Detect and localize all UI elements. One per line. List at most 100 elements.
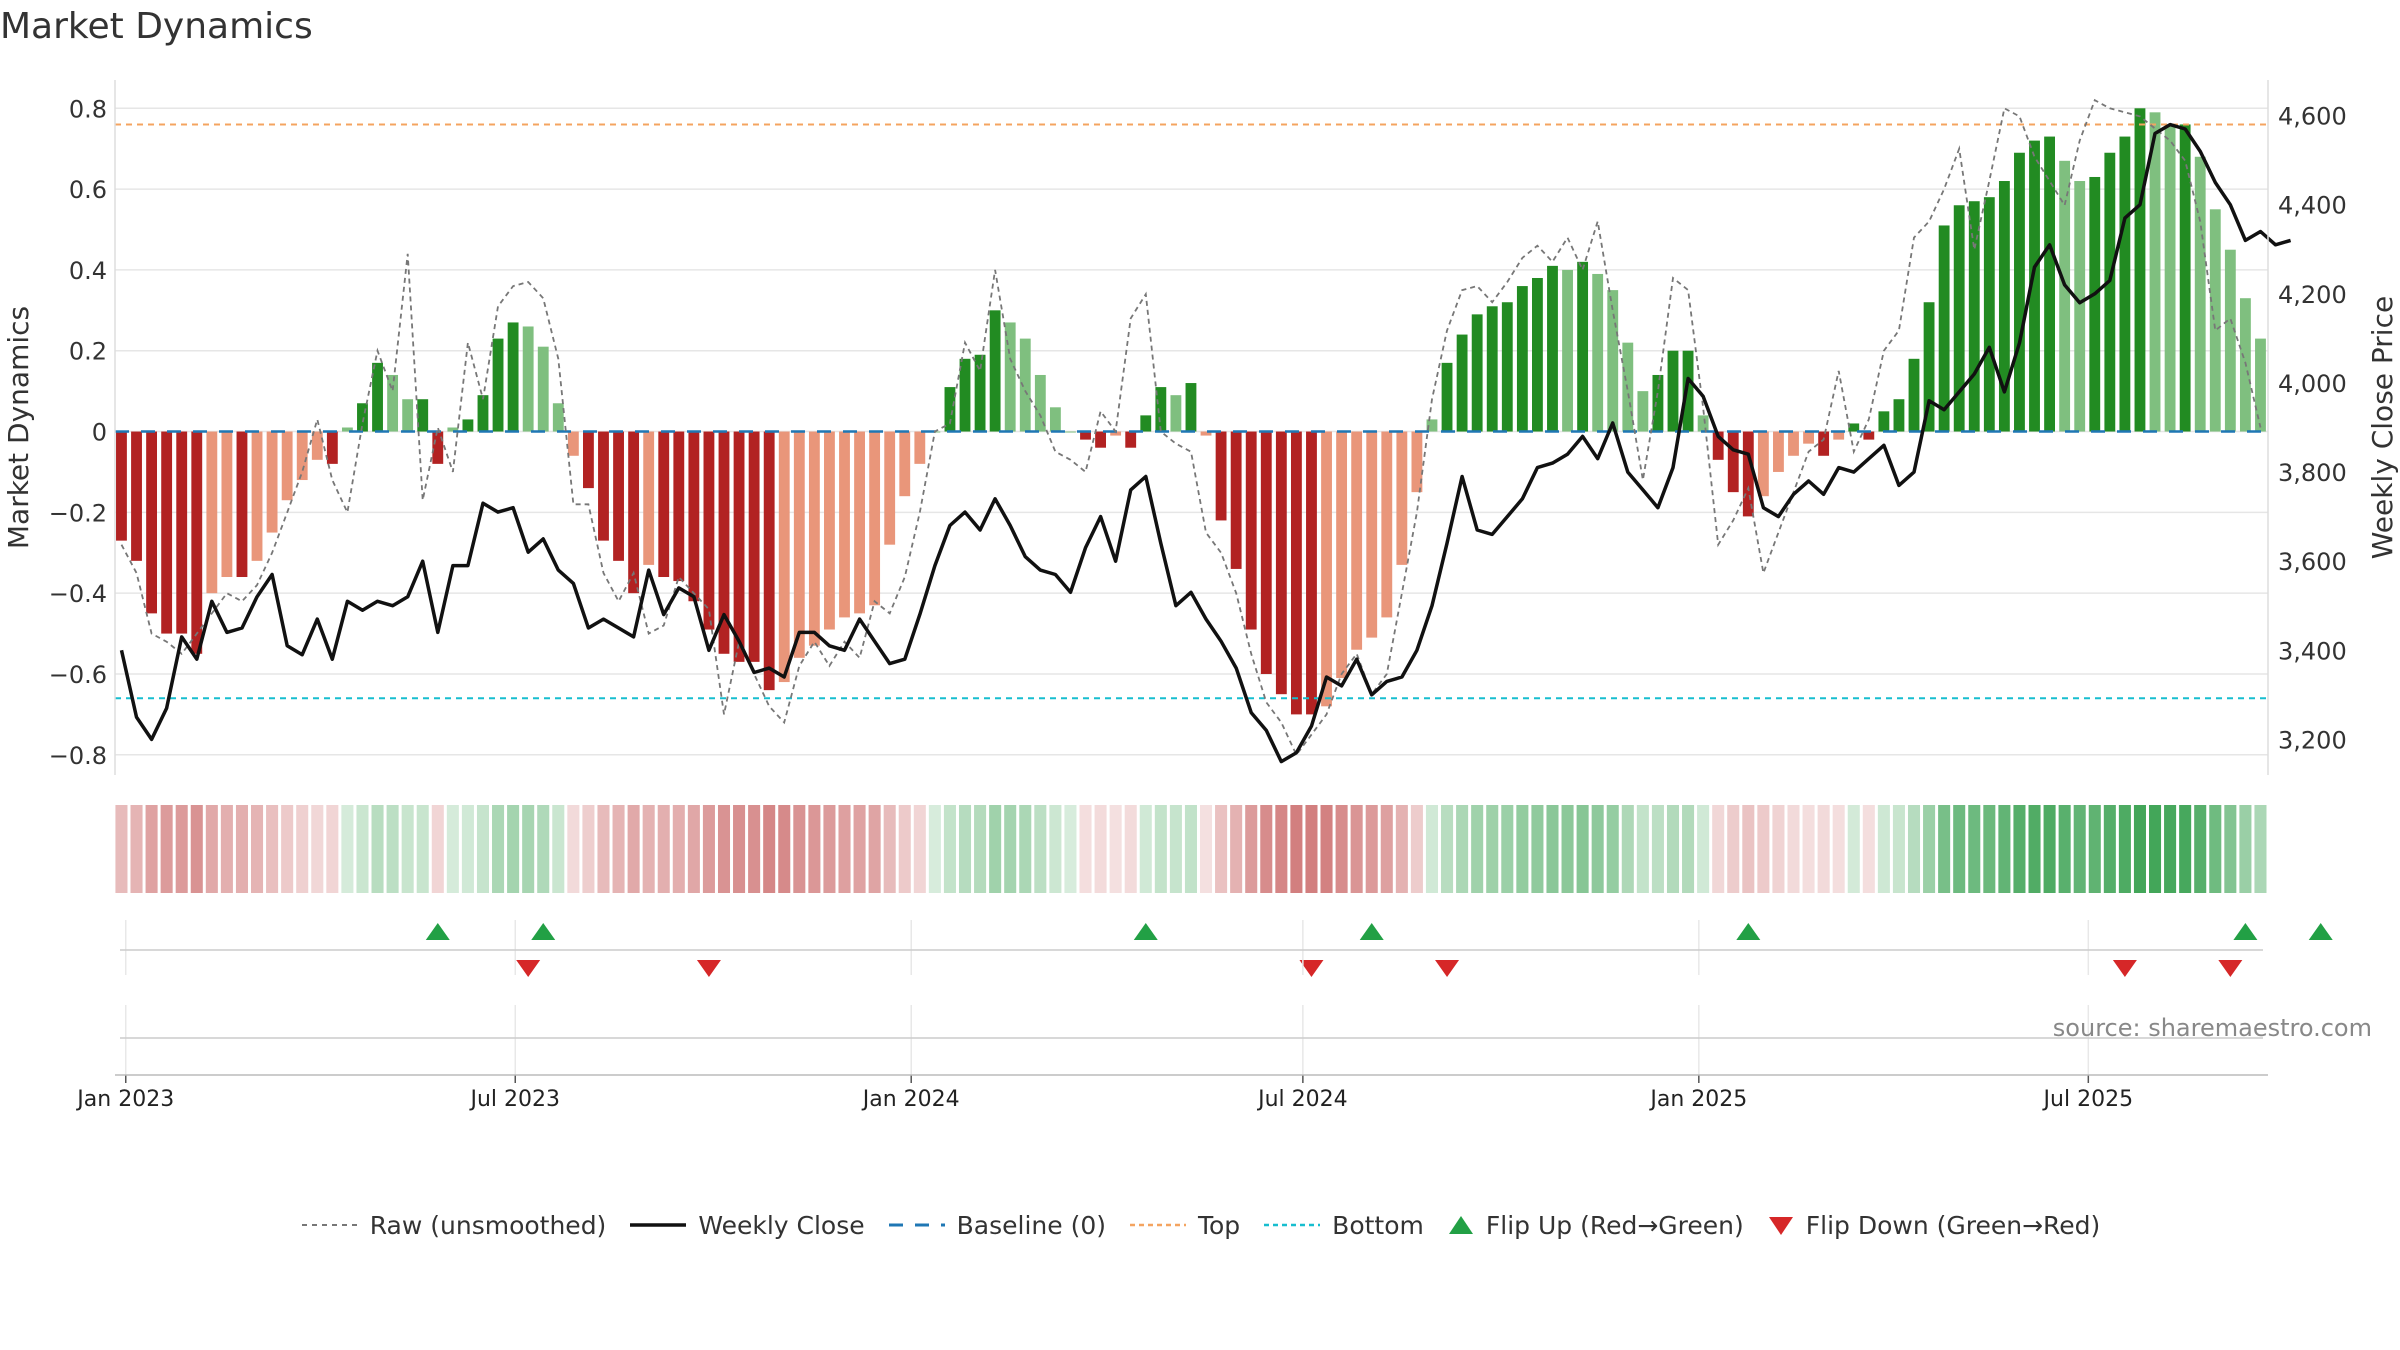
y-left-axis-title: Market Dynamics [2, 306, 35, 549]
dynamics-bar [1306, 431, 1317, 715]
regime-strip-cell [1923, 805, 1936, 893]
dynamics-bar [372, 362, 383, 432]
dynamics-bar [1065, 431, 1076, 433]
y-left-tick-label: 0.4 [69, 257, 107, 285]
dynamics-bar [2209, 209, 2221, 432]
regime-strip-cell [657, 805, 670, 893]
regime-strip-cell [717, 805, 731, 893]
regime-strip-cell [1697, 805, 1710, 893]
dynamics-bar [251, 431, 263, 561]
flip-up-marker [1133, 923, 1158, 940]
dynamics-bar [2149, 112, 2161, 432]
regime-strip-cell [1802, 805, 1815, 893]
dynamics-bar [281, 431, 293, 501]
dynamics-bar [477, 395, 489, 432]
dynamics-bar [1848, 423, 1860, 432]
legend-flip-down-label: Flip Down (Green→Red) [1805, 1210, 2101, 1240]
dynamics-bar [1260, 431, 1272, 674]
regime-strip-cell [235, 805, 248, 893]
axes: −0.8 −0.6 −0.4 −0.2 0 0.2 0.4 0.6 0.8 3,200 3,400 3… [2, 80, 2399, 775]
dynamics-bar [1110, 431, 1122, 436]
y-right-tick-label: 4,600 [2278, 103, 2347, 131]
legend: Raw (unsmoothed) Weekly Close Baseline (… [0, 1200, 2400, 1250]
regime-strip-cell [1847, 805, 1860, 893]
dynamics-bar [1170, 395, 1182, 432]
regime-strip-cell [1471, 805, 1484, 893]
flip-up-marker [2233, 923, 2258, 940]
regime-strip-cell [311, 805, 324, 893]
regime-strip-cell [130, 805, 143, 893]
regime-strip-cell [913, 805, 926, 893]
regime-strip-cell [175, 805, 188, 893]
legend-flip-up-icon [1448, 1216, 1473, 1234]
regime-strip-cell [537, 805, 550, 893]
y-left-tick-label: 0.6 [69, 176, 107, 204]
legend-bottom: Bottom [1262, 1211, 1424, 1240]
regime-strip-cell [1877, 805, 1890, 893]
regime-strip-cell [597, 805, 610, 893]
regime-strip-cell [974, 805, 987, 893]
dynamics-bar [1396, 431, 1408, 565]
dynamics-bar [146, 431, 158, 614]
regime-strip-cell [1486, 805, 1499, 893]
legend-flip-down-icon [1768, 1217, 1793, 1235]
dynamics-bar [989, 310, 1001, 432]
dynamics-bar [2224, 249, 2236, 432]
dynamics-bar [2255, 338, 2266, 432]
dynamics-bar [1034, 374, 1046, 432]
dynamics-bar [1562, 269, 1573, 432]
regime-strip-cell [2254, 805, 2267, 893]
dynamics-bar [1516, 286, 1528, 432]
dynamics-bar [673, 431, 685, 582]
dynamics-bar [1592, 273, 1604, 432]
dynamics-bar [2179, 124, 2191, 432]
dynamics-bar [2134, 108, 2146, 432]
dynamics-bar [2029, 140, 2040, 432]
regime-strip-cell [1907, 805, 1921, 893]
dynamics-bar [1923, 302, 1935, 432]
regime-strip-cell [2164, 805, 2177, 893]
regime-strip-cell [1516, 805, 1529, 893]
regime-strip-cell [386, 805, 399, 893]
regime-strip-cell [1968, 805, 1981, 893]
regime-strip-cell [356, 805, 369, 893]
dynamics-bar [598, 431, 609, 541]
regime-strip-cell [1456, 805, 1469, 893]
flip-down-marker [1435, 960, 1460, 977]
series-lines [115, 98, 2292, 764]
y-right-axis-title: Weekly Close Price [2366, 296, 2399, 559]
dynamics-bar [1607, 290, 1619, 432]
dynamics-bar [974, 354, 986, 432]
dynamics-bar [1742, 431, 1754, 517]
dynamics-bar [2089, 176, 2101, 432]
regime-strip-cell [251, 805, 264, 893]
dynamics-bar [2014, 152, 2025, 432]
regime-strip-cell [1019, 805, 1032, 893]
regime-strip-cell [281, 805, 294, 893]
regime-strip-cell [492, 805, 505, 893]
dynamics-bar [1697, 415, 1709, 432]
dynamics-bar [1712, 431, 1724, 460]
dynamics-bar [2119, 136, 2131, 432]
dynamics-bar [914, 431, 926, 464]
legend-close-swatch [630, 1223, 687, 1227]
regime-strip-cell [2224, 805, 2237, 893]
regime-strip-cell [733, 805, 746, 893]
dynamics-bar [266, 431, 278, 533]
dynamics-bar [1983, 197, 1995, 432]
regime-strip-cell [989, 805, 1002, 893]
dynamics-bar [1531, 277, 1543, 432]
y-left-tick-label: 0.8 [69, 95, 107, 123]
dynamics-bar [2164, 124, 2176, 432]
regime-strip-cell [1742, 805, 1755, 893]
regime-strip-cell [326, 805, 339, 893]
dynamics-bar [357, 403, 368, 432]
dynamics-bar [1004, 322, 1016, 432]
dynamics-bar [688, 431, 700, 602]
dynamics-bar [447, 427, 459, 432]
flip-down-marker [696, 960, 721, 977]
dynamics-bar [854, 431, 865, 614]
legend-flip-up-label: Flip Up (Red→Green) [1485, 1210, 1744, 1240]
dynamics-bar [537, 346, 549, 432]
dynamics-bar [206, 431, 218, 594]
